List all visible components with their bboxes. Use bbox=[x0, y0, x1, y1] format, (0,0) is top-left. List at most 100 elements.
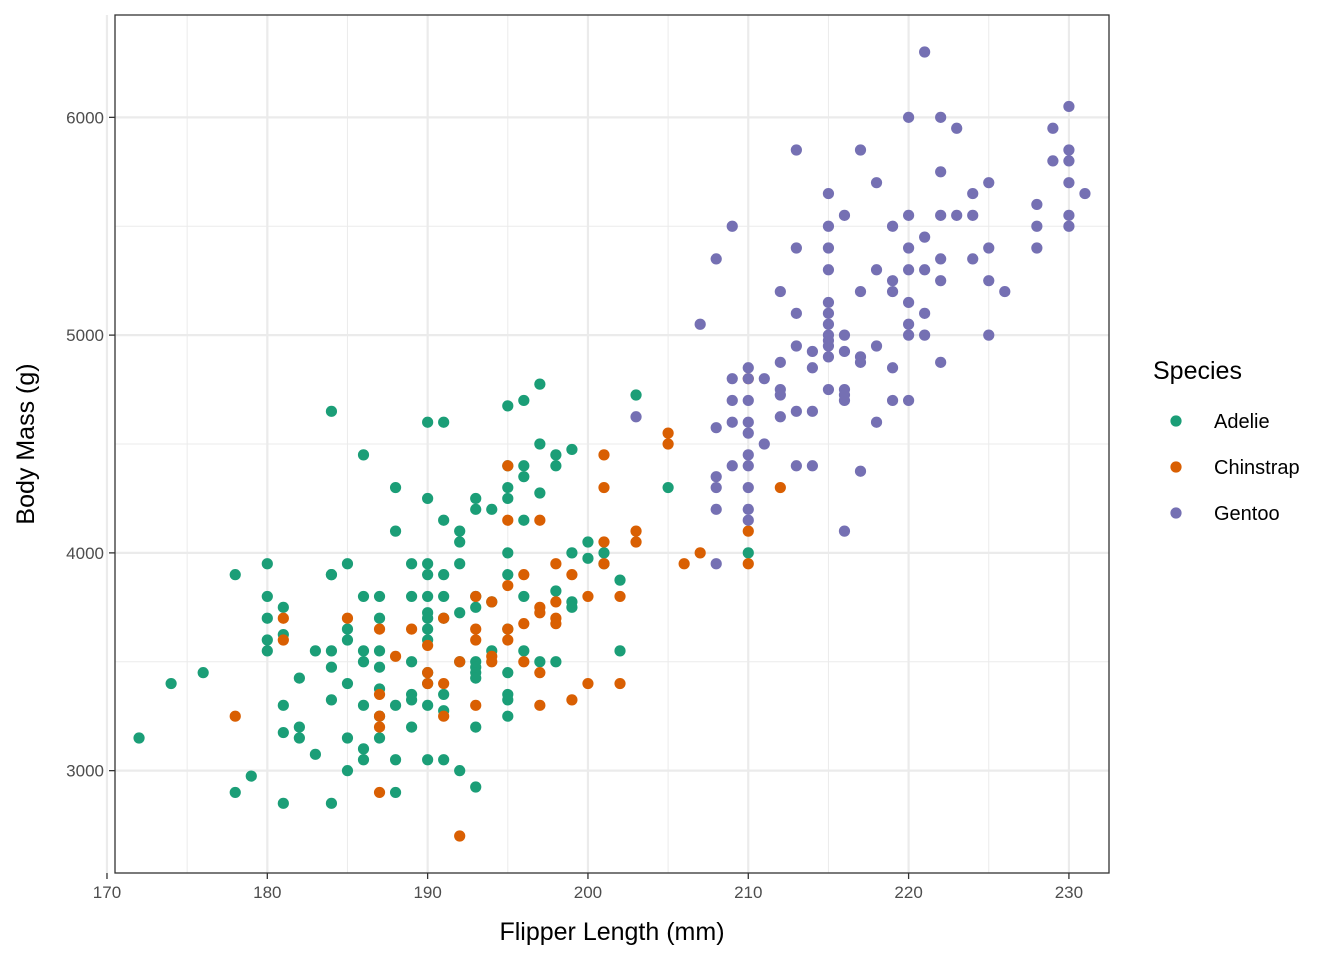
data-point-adelie bbox=[454, 536, 466, 548]
data-point-adelie bbox=[518, 471, 530, 483]
data-point-gentoo bbox=[822, 296, 835, 309]
data-point-gentoo bbox=[1063, 155, 1075, 167]
data-point-adelie bbox=[422, 623, 434, 635]
data-point-adelie bbox=[550, 656, 562, 668]
data-point-chinstrap bbox=[630, 525, 642, 537]
data-point-chinstrap bbox=[662, 427, 674, 439]
data-point-gentoo bbox=[983, 329, 995, 341]
data-point-gentoo bbox=[822, 383, 835, 396]
plot-panel-border bbox=[114, 14, 1110, 874]
data-point-adelie bbox=[422, 612, 434, 624]
data-point-chinstrap bbox=[229, 710, 241, 722]
data-point-adelie bbox=[165, 677, 177, 690]
data-point-gentoo bbox=[1031, 220, 1043, 232]
data-point-gentoo bbox=[822, 242, 835, 254]
data-point-gentoo bbox=[919, 329, 931, 341]
data-point-adelie bbox=[630, 389, 642, 401]
data-point-adelie bbox=[614, 645, 626, 657]
data-point-gentoo bbox=[742, 416, 754, 428]
data-point-gentoo bbox=[919, 231, 931, 243]
data-point-adelie bbox=[245, 770, 257, 782]
data-point-chinstrap bbox=[373, 623, 386, 635]
data-point-gentoo bbox=[902, 296, 915, 309]
data-point-adelie bbox=[422, 558, 434, 570]
data-point-adelie bbox=[277, 797, 289, 809]
data-point-adelie bbox=[197, 667, 209, 679]
data-point-gentoo bbox=[822, 351, 835, 363]
data-point-gentoo bbox=[822, 220, 835, 232]
data-point-gentoo bbox=[758, 373, 770, 385]
data-point-gentoo bbox=[774, 356, 786, 368]
data-point-gentoo bbox=[726, 416, 738, 428]
data-point-chinstrap bbox=[774, 481, 786, 494]
data-point-gentoo bbox=[935, 209, 947, 221]
data-point-adelie bbox=[582, 536, 594, 548]
data-point-adelie bbox=[293, 732, 305, 744]
data-point-adelie bbox=[373, 590, 386, 603]
data-point-gentoo bbox=[710, 471, 722, 483]
data-point-adelie bbox=[438, 754, 450, 766]
data-point-gentoo bbox=[854, 144, 867, 156]
data-point-adelie bbox=[502, 481, 514, 494]
data-point-adelie bbox=[454, 765, 466, 777]
x-tick-label: 190 bbox=[413, 883, 441, 902]
data-point-chinstrap bbox=[373, 688, 386, 701]
data-point-gentoo bbox=[710, 558, 722, 570]
data-point-chinstrap bbox=[422, 677, 434, 690]
data-point-gentoo bbox=[726, 460, 738, 472]
y-axis-title: Body Mass (g) bbox=[12, 363, 40, 524]
data-point-chinstrap bbox=[534, 699, 546, 711]
data-point-gentoo bbox=[886, 275, 899, 287]
data-point-adelie bbox=[357, 590, 370, 603]
x-tick-label: 210 bbox=[734, 883, 762, 902]
x-tick-label: 220 bbox=[894, 883, 922, 902]
data-point-chinstrap bbox=[614, 590, 626, 603]
data-point-gentoo bbox=[742, 362, 754, 374]
data-point-adelie bbox=[422, 416, 434, 428]
data-point-gentoo bbox=[1063, 209, 1075, 221]
data-point-gentoo bbox=[790, 242, 802, 254]
legend-label-chinstrap: Chinstrap bbox=[1214, 457, 1300, 479]
data-point-chinstrap bbox=[454, 830, 466, 842]
data-point-chinstrap bbox=[566, 694, 578, 706]
data-point-adelie bbox=[373, 732, 386, 744]
data-point-gentoo bbox=[838, 329, 851, 341]
data-point-chinstrap bbox=[582, 590, 594, 603]
data-point-adelie bbox=[277, 699, 289, 711]
data-point-adelie bbox=[357, 699, 370, 711]
data-point-adelie bbox=[325, 797, 338, 809]
data-point-adelie bbox=[357, 656, 370, 668]
data-point-adelie bbox=[261, 590, 273, 603]
data-point-chinstrap bbox=[438, 612, 450, 624]
data-point-adelie bbox=[341, 765, 354, 777]
data-point-adelie bbox=[518, 460, 530, 472]
data-point-gentoo bbox=[742, 503, 754, 515]
data-point-adelie bbox=[325, 661, 338, 673]
data-point-adelie bbox=[341, 623, 354, 635]
data-point-chinstrap bbox=[630, 536, 642, 548]
data-point-gentoo bbox=[854, 285, 867, 298]
data-point-adelie bbox=[341, 558, 354, 570]
data-point-gentoo bbox=[951, 122, 963, 134]
data-point-gentoo bbox=[1063, 220, 1075, 232]
data-point-gentoo bbox=[806, 345, 819, 358]
data-point-gentoo bbox=[870, 264, 883, 276]
data-point-gentoo bbox=[902, 318, 915, 330]
data-point-gentoo bbox=[822, 264, 835, 276]
data-point-adelie bbox=[438, 590, 450, 603]
data-point-adelie bbox=[389, 481, 402, 494]
data-point-chinstrap bbox=[502, 460, 514, 472]
data-point-adelie bbox=[566, 547, 578, 559]
data-point-gentoo bbox=[822, 318, 835, 330]
data-point-adelie bbox=[502, 667, 514, 679]
data-point-gentoo bbox=[919, 264, 931, 276]
data-point-adelie bbox=[373, 645, 386, 657]
data-point-chinstrap bbox=[486, 656, 498, 668]
data-point-adelie bbox=[325, 405, 338, 417]
data-point-adelie bbox=[470, 492, 482, 505]
data-point-gentoo bbox=[1031, 242, 1043, 254]
data-point-gentoo bbox=[1079, 187, 1091, 200]
data-point-gentoo bbox=[854, 465, 867, 477]
data-points bbox=[133, 46, 1091, 842]
legend: Species Adelie Chinstrap Gentoo bbox=[1153, 357, 1300, 525]
